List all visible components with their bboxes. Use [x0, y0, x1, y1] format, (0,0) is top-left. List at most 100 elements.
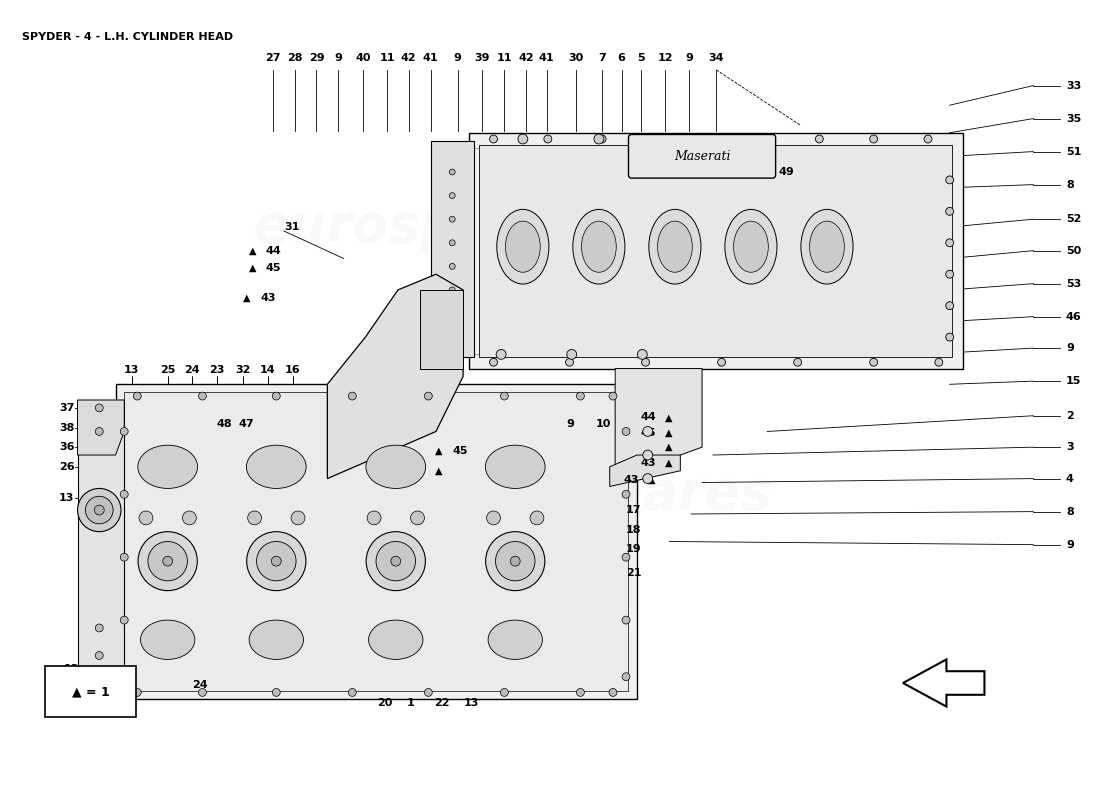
- Circle shape: [96, 404, 103, 412]
- Circle shape: [272, 556, 282, 566]
- Polygon shape: [77, 400, 124, 455]
- Circle shape: [449, 334, 455, 340]
- Text: 45: 45: [452, 446, 468, 456]
- Circle shape: [815, 135, 823, 143]
- Circle shape: [594, 134, 604, 144]
- Text: 9: 9: [1066, 540, 1074, 550]
- Text: 50: 50: [1066, 246, 1081, 256]
- Circle shape: [543, 135, 552, 143]
- Circle shape: [133, 689, 141, 696]
- Circle shape: [425, 392, 432, 400]
- Text: ▲: ▲: [648, 475, 656, 485]
- Circle shape: [139, 511, 153, 525]
- Ellipse shape: [506, 221, 540, 272]
- Text: 32: 32: [235, 365, 251, 375]
- Text: 1: 1: [407, 698, 415, 708]
- Text: 46: 46: [1066, 312, 1081, 322]
- Text: ▲: ▲: [436, 446, 443, 456]
- Circle shape: [935, 358, 943, 366]
- Circle shape: [96, 427, 103, 435]
- Text: 39: 39: [474, 53, 490, 63]
- Circle shape: [623, 616, 630, 624]
- Circle shape: [449, 193, 455, 198]
- Circle shape: [566, 350, 576, 359]
- Circle shape: [163, 556, 173, 566]
- Text: Maserati: Maserati: [674, 150, 730, 163]
- Circle shape: [198, 689, 207, 696]
- Text: 8: 8: [1066, 506, 1074, 517]
- Circle shape: [609, 689, 617, 696]
- Text: 23: 23: [209, 365, 224, 375]
- Text: 9: 9: [685, 53, 693, 63]
- Circle shape: [761, 135, 769, 143]
- Circle shape: [565, 358, 573, 366]
- Circle shape: [609, 392, 617, 400]
- Text: 11: 11: [379, 53, 395, 63]
- Text: 31: 31: [284, 222, 299, 232]
- Text: 19: 19: [626, 544, 641, 554]
- Circle shape: [349, 689, 356, 696]
- Circle shape: [449, 287, 455, 293]
- Text: 2: 2: [1066, 410, 1074, 421]
- Circle shape: [946, 270, 954, 278]
- Ellipse shape: [249, 620, 304, 659]
- Circle shape: [495, 542, 535, 581]
- Text: 43: 43: [260, 293, 275, 303]
- Circle shape: [133, 392, 141, 400]
- Text: 47: 47: [238, 418, 254, 429]
- Text: 41: 41: [539, 53, 554, 63]
- Text: 10: 10: [595, 418, 610, 429]
- Polygon shape: [609, 455, 680, 486]
- Circle shape: [496, 350, 506, 359]
- Circle shape: [598, 135, 606, 143]
- Ellipse shape: [725, 210, 777, 284]
- Circle shape: [410, 511, 425, 525]
- Text: 11: 11: [496, 53, 513, 63]
- Circle shape: [486, 511, 500, 525]
- Circle shape: [248, 511, 262, 525]
- Polygon shape: [420, 290, 463, 369]
- Circle shape: [449, 240, 455, 246]
- Text: 42: 42: [402, 53, 417, 63]
- Text: ▲: ▲: [666, 458, 672, 468]
- Circle shape: [500, 689, 508, 696]
- Circle shape: [120, 490, 129, 498]
- Circle shape: [376, 542, 416, 581]
- Circle shape: [946, 239, 954, 246]
- Polygon shape: [124, 392, 628, 691]
- Text: 9: 9: [1066, 343, 1074, 353]
- Text: 24: 24: [184, 365, 199, 375]
- Circle shape: [95, 505, 104, 515]
- Polygon shape: [430, 141, 474, 357]
- Circle shape: [870, 135, 878, 143]
- Text: ▲: ▲: [436, 466, 443, 476]
- Circle shape: [120, 427, 129, 435]
- Polygon shape: [903, 659, 984, 706]
- Circle shape: [717, 358, 726, 366]
- Circle shape: [183, 511, 196, 525]
- Text: 13: 13: [464, 698, 480, 708]
- Text: 45: 45: [641, 428, 657, 438]
- Text: 37: 37: [59, 403, 75, 413]
- Text: ▲ = 1: ▲ = 1: [72, 686, 110, 698]
- Polygon shape: [615, 369, 702, 478]
- Text: 51: 51: [1066, 146, 1081, 157]
- Circle shape: [707, 135, 715, 143]
- FancyBboxPatch shape: [628, 134, 775, 178]
- Circle shape: [147, 542, 187, 581]
- Ellipse shape: [734, 221, 768, 272]
- Circle shape: [510, 556, 520, 566]
- Circle shape: [425, 689, 432, 696]
- Text: 29: 29: [309, 53, 324, 63]
- Circle shape: [273, 689, 280, 696]
- Circle shape: [292, 511, 305, 525]
- Circle shape: [246, 532, 306, 590]
- Text: 25: 25: [160, 365, 175, 375]
- Text: 6: 6: [618, 53, 626, 63]
- Ellipse shape: [810, 221, 845, 272]
- Text: 33: 33: [1066, 81, 1081, 90]
- Text: ▲: ▲: [243, 293, 251, 303]
- Circle shape: [198, 392, 207, 400]
- Circle shape: [642, 426, 652, 436]
- Circle shape: [490, 135, 497, 143]
